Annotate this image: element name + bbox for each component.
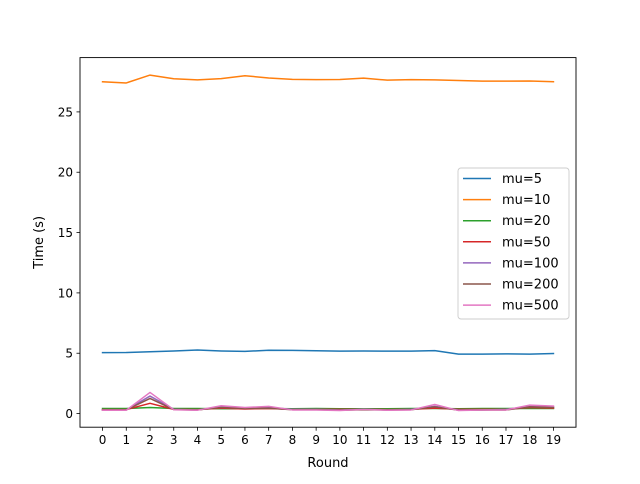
x-tick-label: 19 bbox=[546, 433, 561, 447]
x-tick-label: 17 bbox=[498, 433, 513, 447]
x-tick-label: 10 bbox=[332, 433, 347, 447]
legend-label: mu=500 bbox=[502, 299, 559, 314]
x-tick-label: 15 bbox=[451, 433, 466, 447]
x-tick-label: 11 bbox=[356, 433, 371, 447]
y-axis-label: Time (s) bbox=[32, 216, 47, 270]
y-tick-label: 10 bbox=[58, 286, 73, 300]
legend-label: mu=200 bbox=[502, 278, 559, 293]
x-tick-label: 18 bbox=[522, 433, 537, 447]
y-tick-label: 25 bbox=[58, 105, 73, 119]
x-tick-label: 5 bbox=[217, 433, 225, 447]
plot-frame bbox=[79, 57, 577, 428]
x-tick-label: 14 bbox=[427, 433, 442, 447]
x-axis: 0 1 2 3 4 5 6 7 8 9 10 11 12 13 14 15 16 17 18 19 bbox=[99, 427, 561, 447]
y-tick-label: 5 bbox=[65, 347, 73, 361]
x-tick-label: 3 bbox=[170, 433, 178, 447]
x-tick-label: 12 bbox=[380, 433, 395, 447]
y-axis: 0 5 10 15 20 25 bbox=[58, 105, 80, 421]
legend-label: mu=10 bbox=[502, 193, 550, 208]
legend-label: mu=50 bbox=[502, 235, 550, 250]
legend-label: mu=100 bbox=[502, 256, 559, 271]
x-tick-label: 6 bbox=[241, 433, 249, 447]
x-tick-label: 13 bbox=[403, 433, 418, 447]
y-tick-label: 15 bbox=[58, 226, 73, 240]
series-line-mu-500 bbox=[101, 391, 555, 412]
y-tick-label: 0 bbox=[65, 407, 73, 421]
x-axis-label: Round bbox=[307, 456, 348, 471]
x-tick-label: 4 bbox=[194, 433, 202, 447]
legend-box bbox=[457, 167, 570, 320]
x-tick-label: 8 bbox=[289, 433, 297, 447]
x-tick-label: 0 bbox=[99, 433, 107, 447]
x-tick-label: 7 bbox=[265, 433, 273, 447]
legend-label: mu=20 bbox=[502, 214, 550, 229]
legend-label: mu=5 bbox=[502, 172, 542, 187]
y-tick-label: 20 bbox=[58, 166, 73, 180]
x-tick-label: 9 bbox=[312, 433, 320, 447]
x-tick-label: 2 bbox=[146, 433, 154, 447]
x-tick-label: 1 bbox=[122, 433, 130, 447]
series-line-mu-5 bbox=[101, 349, 555, 355]
series-layer bbox=[101, 74, 555, 412]
series-line-mu-10 bbox=[101, 74, 555, 84]
x-tick-label: 16 bbox=[475, 433, 490, 447]
legend: mu=5 mu=10 mu=20 mu=50 mu=100 mu=200 mu=500 bbox=[457, 167, 570, 320]
